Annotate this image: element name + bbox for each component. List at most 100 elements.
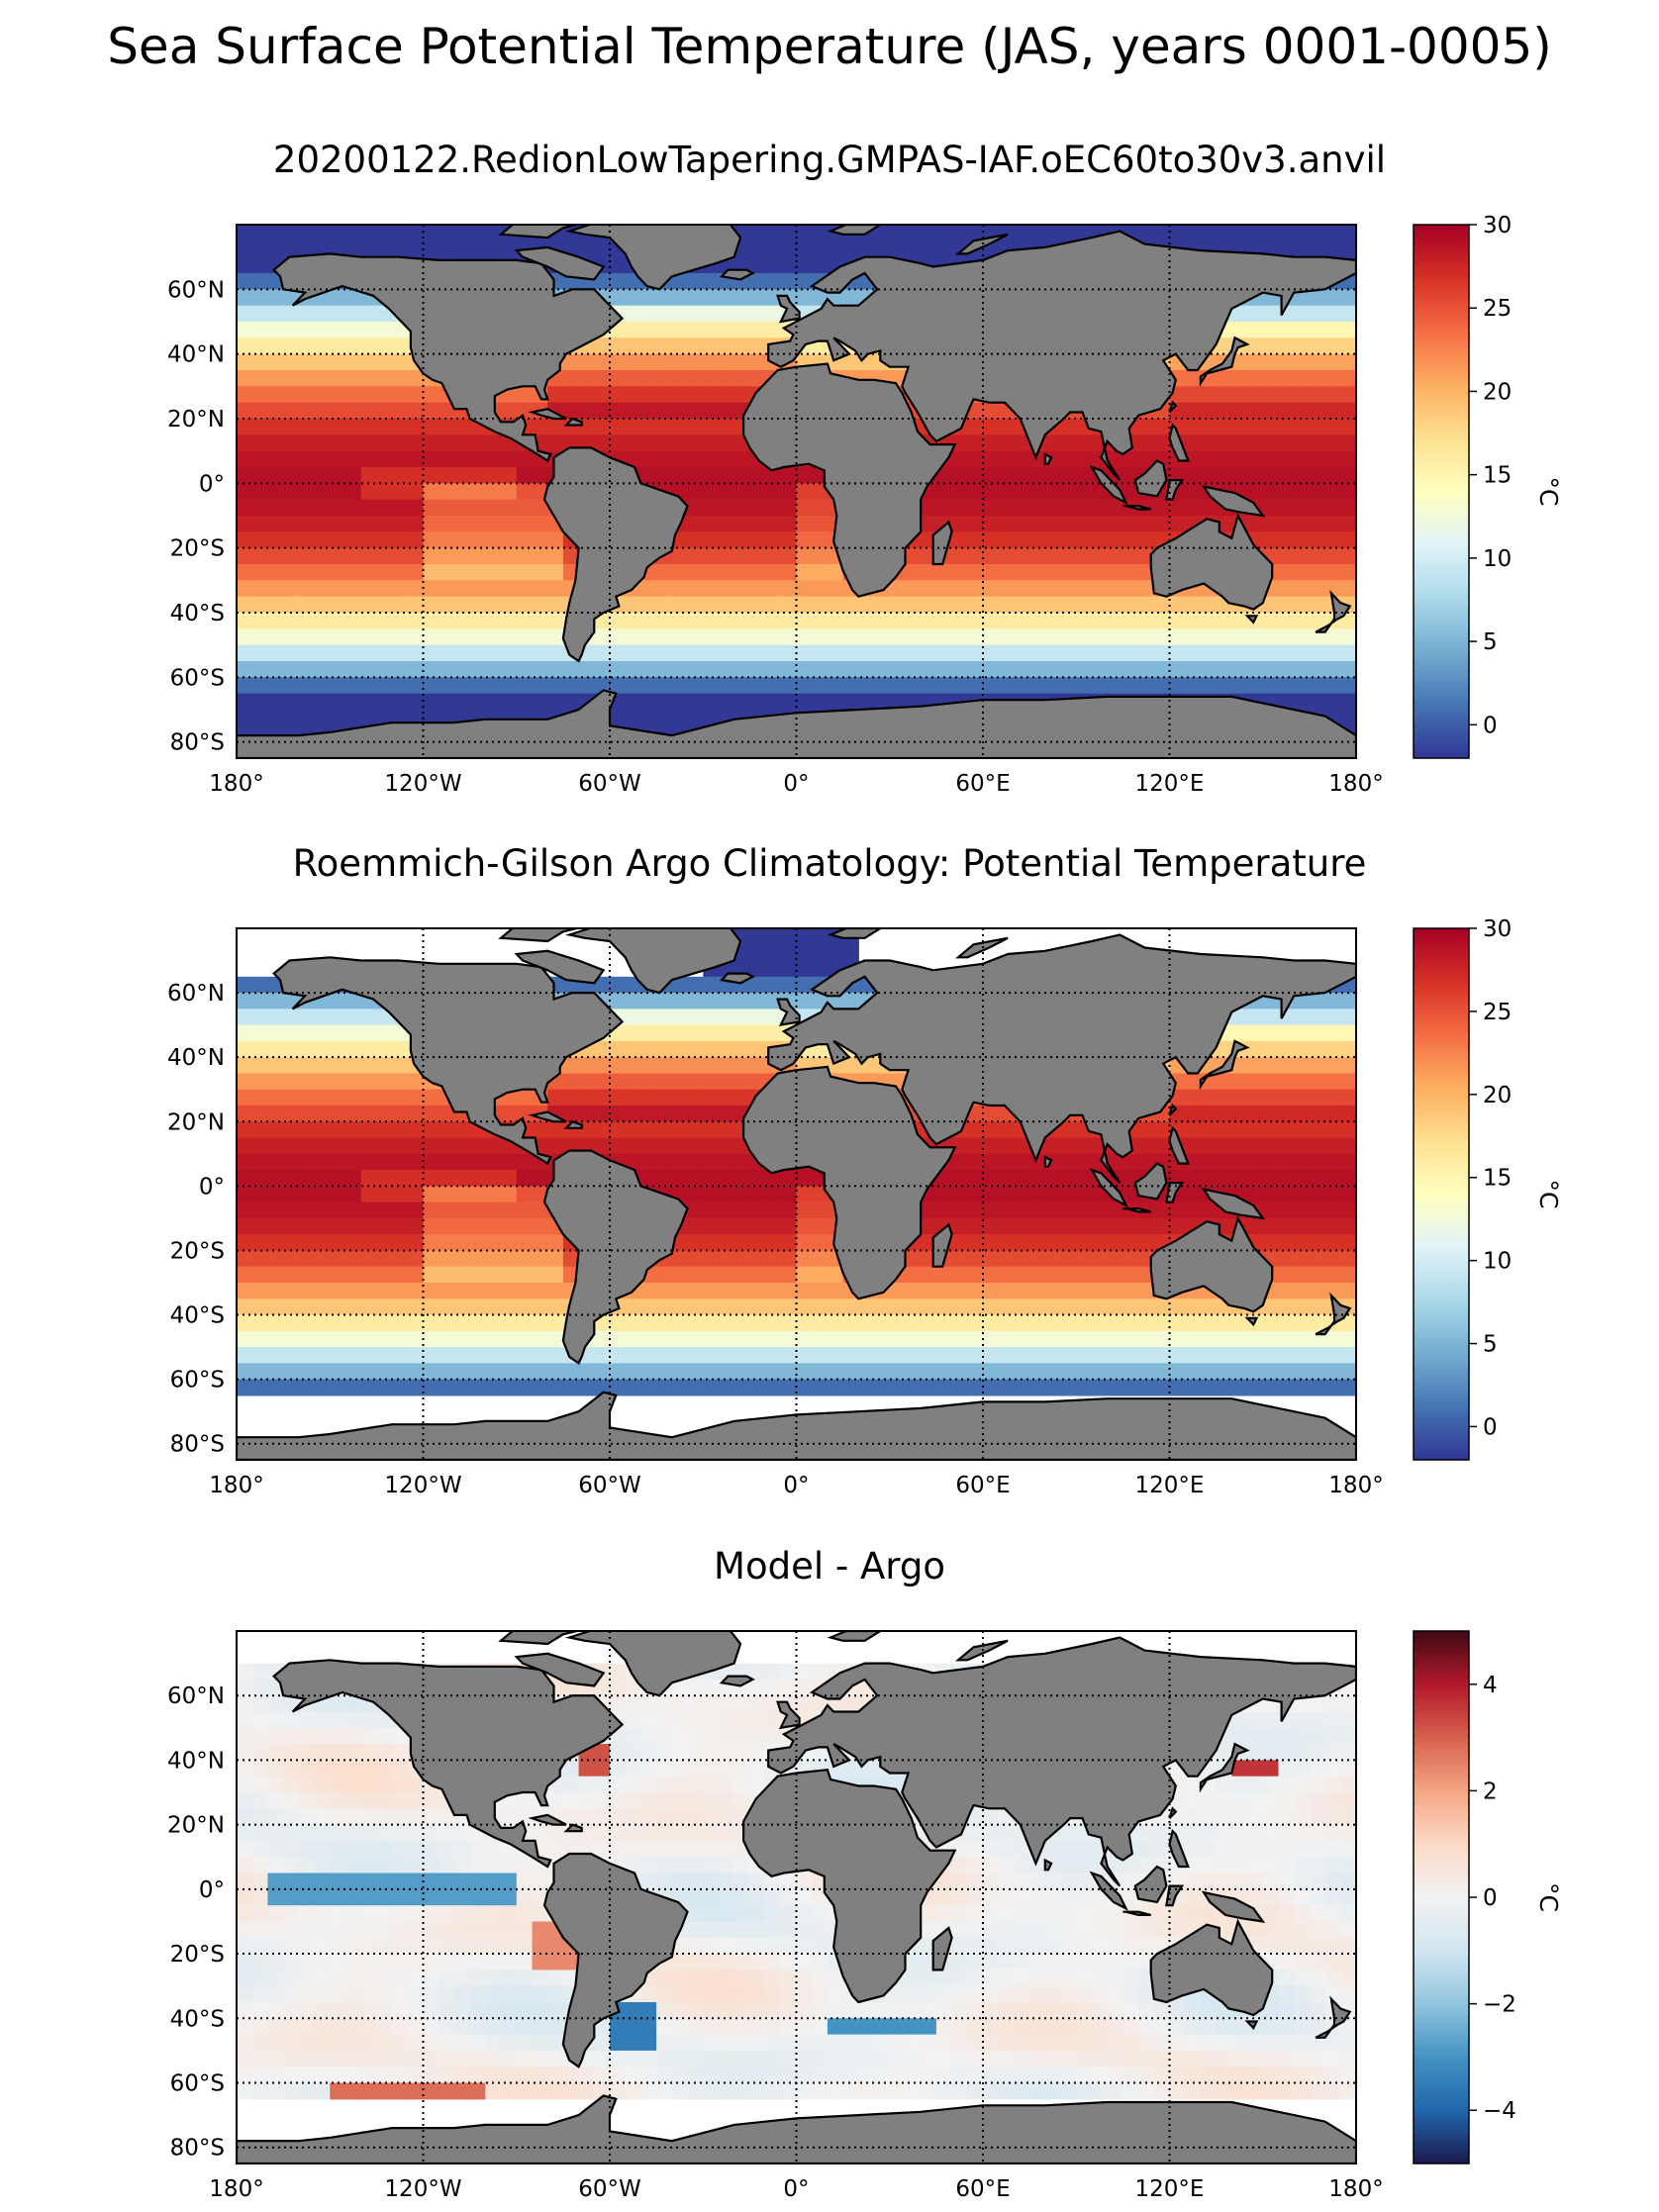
land-greenland — [564, 1631, 742, 1697]
colorbar-tick-label: 20 — [1483, 1083, 1512, 1108]
land-taiwan — [1168, 400, 1178, 414]
land-northAmerica — [272, 252, 625, 463]
ocean-field — [237, 225, 1356, 758]
land-australia — [1149, 513, 1274, 611]
lat-tick-label: 60°S — [170, 2070, 225, 2096]
map-panel-2: 60°N 40°N 20°N 0° 20°S 40°S 60°S 80°S 180° 120°W 6… — [167, 916, 1563, 1498]
lon-tick-label: 60°E — [955, 771, 1010, 797]
lat-tick-label: 20°N — [167, 1109, 225, 1135]
land-sriLanka — [1043, 452, 1053, 465]
lon-tick-label: 60°E — [955, 1473, 1010, 1498]
land-southAmerica — [542, 1852, 689, 2068]
land-iceland — [719, 972, 755, 985]
land-sumatra — [1089, 464, 1128, 506]
lon-tick-label: 60°W — [578, 2176, 641, 2202]
lon-tick-label: 120°W — [384, 771, 461, 797]
land-tasmania — [1244, 615, 1259, 625]
land-philippines — [1168, 1829, 1190, 1869]
colorbar-tick-label: 15 — [1483, 463, 1512, 489]
lat-tick-label: 0° — [199, 471, 225, 497]
panel-title-argo: Roemmich-Gilson Argo Climatology: Potent… — [292, 842, 1367, 885]
lat-tick-label: 80°S — [170, 1432, 225, 1458]
land-newGuinea — [1201, 484, 1266, 518]
lon-tick-label: 180° — [1328, 771, 1383, 797]
land-sumatra — [1089, 1168, 1128, 1208]
land-newGuinea — [1201, 1890, 1266, 1923]
map-frame — [236, 224, 1357, 759]
land-philippines — [1168, 423, 1190, 462]
lon-tick-label: 60°W — [578, 1473, 641, 1498]
colorbar-tick-label: 5 — [1483, 629, 1498, 655]
land-cuba — [528, 1110, 567, 1123]
land-madagascar — [931, 1222, 953, 1268]
colorbar-tick-label: 15 — [1483, 1166, 1512, 1192]
land-taiwan — [1168, 1806, 1178, 1819]
land-northAmerica — [272, 1659, 625, 1869]
land-ellesmere — [498, 928, 582, 943]
colorbar-tick-label: 30 — [1483, 916, 1512, 942]
land-ellesmere — [498, 225, 582, 240]
lat-tick-label: 80°S — [170, 730, 225, 756]
lat-tick-label: 40°S — [170, 2006, 225, 2032]
ocean-field — [237, 928, 1356, 1460]
colorbar-tick-label: 2 — [1483, 1779, 1498, 1804]
colorbar-tick-label: −2 — [1483, 1992, 1516, 2018]
colorbar-tick-label: 0 — [1483, 1885, 1498, 1911]
land-borneo — [1133, 1162, 1168, 1201]
colorbar-tick-label: 30 — [1483, 213, 1512, 239]
land-tasmania — [1244, 2020, 1259, 2031]
panel-title-model: 20200122.RedionLowTapering.GMPAS-IAF.oEC… — [272, 139, 1387, 181]
land-britain — [776, 1700, 801, 1730]
lon-tick-label: 60°W — [578, 771, 641, 797]
lat-tick-label: 20°N — [167, 1813, 225, 1839]
land-southAmerica — [542, 1149, 689, 1366]
land-greenland — [564, 225, 742, 291]
colorbar-tick-label: 25 — [1483, 296, 1512, 322]
land-hispaniola — [563, 1823, 583, 1833]
land-svalbard — [827, 225, 883, 236]
land-japan — [1199, 1039, 1250, 1091]
land-java — [1122, 1206, 1151, 1213]
land-sumatra — [1089, 1871, 1128, 1911]
colorbar-tick-label: 10 — [1483, 546, 1512, 572]
lon-tick-label: 120°E — [1135, 771, 1205, 797]
land-newGuinea — [1201, 1187, 1266, 1220]
land-madagascar — [931, 520, 953, 566]
land-cuba — [528, 1813, 567, 1826]
lat-tick-label: 20°N — [167, 407, 225, 433]
lat-tick-label: 0° — [199, 1877, 225, 1903]
land-iceland — [719, 268, 755, 281]
lat-tick-label: 40°N — [167, 1748, 225, 1774]
colorbar: −4 −2 0 2 4 °C — [1413, 1630, 1563, 2164]
land-borneo — [1133, 459, 1168, 498]
colorbar-tick-label: 10 — [1483, 1249, 1512, 1275]
map-panel-3: 60°N 40°N 20°N 0° 20°S 40°S 60°S 80°S 180° 120°W 6… — [167, 1630, 1563, 2202]
colorbar: 0 5 10 15 20 25 30 °C — [1413, 213, 1563, 759]
land-java — [1122, 505, 1151, 511]
colorbar-tick-label: 25 — [1483, 1000, 1512, 1025]
colorbar-tick-label: −4 — [1483, 2098, 1516, 2124]
land-hispaniola — [563, 1120, 583, 1129]
land-taiwan — [1168, 1103, 1178, 1116]
land-sriLanka — [1043, 1858, 1053, 1872]
map-frame — [236, 927, 1357, 1461]
land-japan — [1199, 336, 1250, 387]
map-frame — [236, 1630, 1357, 2164]
lat-tick-label: 60°N — [167, 981, 225, 1007]
land-madagascar — [931, 1926, 953, 1972]
land-borneo — [1133, 1865, 1168, 1904]
colorbar-tick-label: 0 — [1483, 713, 1498, 738]
colorbar-tick-label: 4 — [1483, 1673, 1498, 1698]
lon-tick-label: 0° — [783, 2176, 809, 2202]
lon-tick-label: 180° — [209, 2176, 263, 2202]
land-eurasia — [767, 933, 1356, 1184]
lon-tick-label: 120°W — [384, 2176, 461, 2202]
land-philippines — [1168, 1125, 1190, 1165]
lon-tick-label: 180° — [1328, 1473, 1383, 1498]
lat-tick-label: 60°S — [170, 1368, 225, 1394]
land-baffin — [514, 1652, 606, 1687]
land-eurasia — [767, 1636, 1356, 1887]
colorbar-unit-label: °C — [1534, 1180, 1563, 1209]
lon-tick-label: 120°E — [1135, 2176, 1205, 2202]
land-australia — [1149, 1918, 1274, 2017]
